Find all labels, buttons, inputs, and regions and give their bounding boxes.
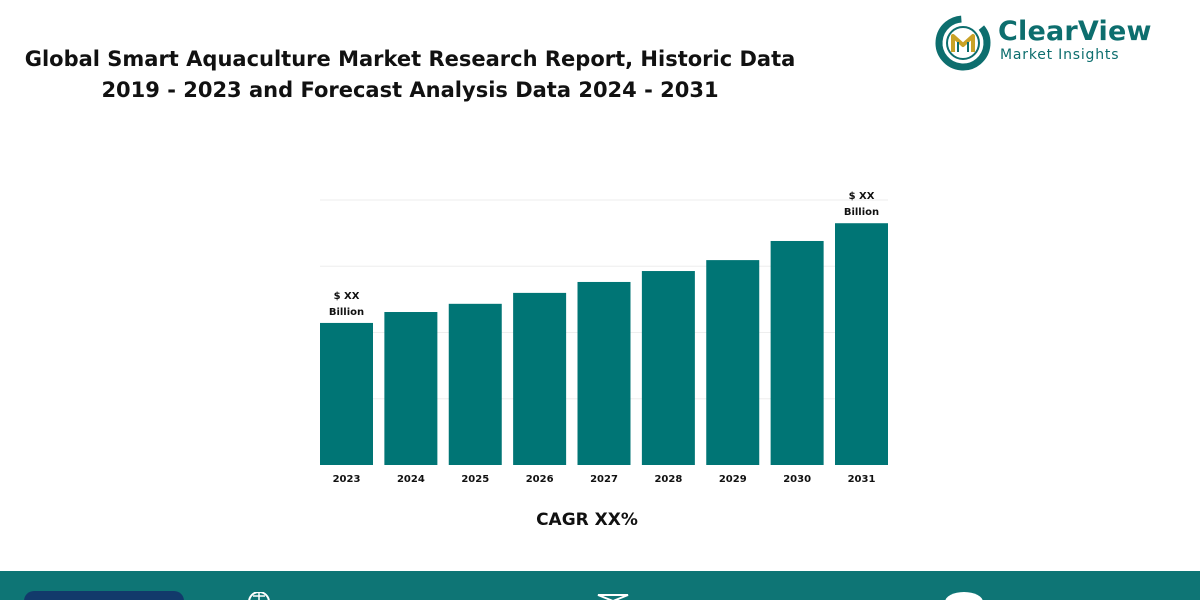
x-tick-label-2024: 2024 [397, 474, 425, 485]
x-tick-label-2029: 2029 [719, 474, 747, 485]
clearview-logo[interactable]: ClearView Market Insights [934, 14, 1164, 72]
x-tick-label-2028: 2028 [654, 474, 682, 485]
footer-button[interactable] [24, 591, 184, 600]
x-tick-label-2025: 2025 [461, 474, 489, 485]
x-tick-label-2030: 2030 [783, 474, 811, 485]
bar-2027 [577, 281, 631, 465]
logo-name: ClearView [998, 16, 1152, 47]
data-label-2031-0: $ XX [849, 191, 875, 202]
bar-2024 [384, 312, 438, 465]
title-line-1: Global Smart Aquaculture Market Research… [24, 47, 796, 71]
data-label-2031-1: Billion [844, 207, 879, 218]
bar-2025 [448, 303, 502, 465]
data-label-2023-0: $ XX [334, 291, 360, 302]
data-label-2023-1: Billion [329, 307, 364, 318]
clearview-logo-mark-icon [935, 15, 991, 71]
title-line-2: 2019 - 2023 and Forecast Analysis Data 2… [101, 78, 719, 102]
cagr-label: CAGR XX% [536, 510, 638, 530]
bar-2030 [770, 240, 824, 465]
phone-icon[interactable] [943, 592, 983, 600]
x-tick-label-2023: 2023 [333, 474, 361, 485]
x-tick-label-2027: 2027 [590, 474, 618, 485]
logo-tagline: Market Insights [1000, 47, 1120, 63]
page-title: Global Smart Aquaculture Market Research… [0, 44, 820, 106]
x-tick-label-2031: 2031 [848, 474, 876, 485]
x-tick-label-2026: 2026 [526, 474, 554, 485]
bar-2028 [641, 271, 695, 465]
bar-2029 [706, 260, 760, 465]
mail-icon[interactable] [596, 594, 629, 600]
bar-2023 [320, 322, 373, 465]
bar-2031 [835, 223, 888, 465]
globe-icon[interactable] [244, 592, 274, 600]
bar-2026 [513, 292, 567, 465]
